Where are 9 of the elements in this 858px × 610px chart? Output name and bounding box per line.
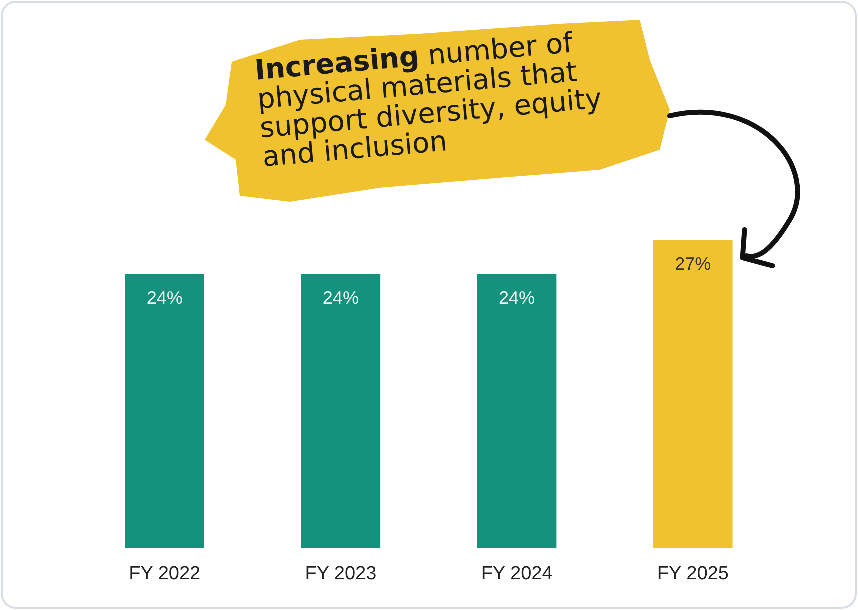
data-label: 24% [146,288,183,308]
text: Increasing number of physical materials that support diversity, equity and inclusion [254,26,604,174]
data-label: 24% [499,288,536,308]
x-tick-label: FY 2024 [481,563,554,584]
x-tick-label: FY 2023 [305,563,377,584]
x-tick-label: FY 2022 [129,563,201,584]
data-label: 27% [675,254,712,274]
x-tick-label: FY 2025 [657,563,729,584]
data-label: 24% [322,288,359,308]
